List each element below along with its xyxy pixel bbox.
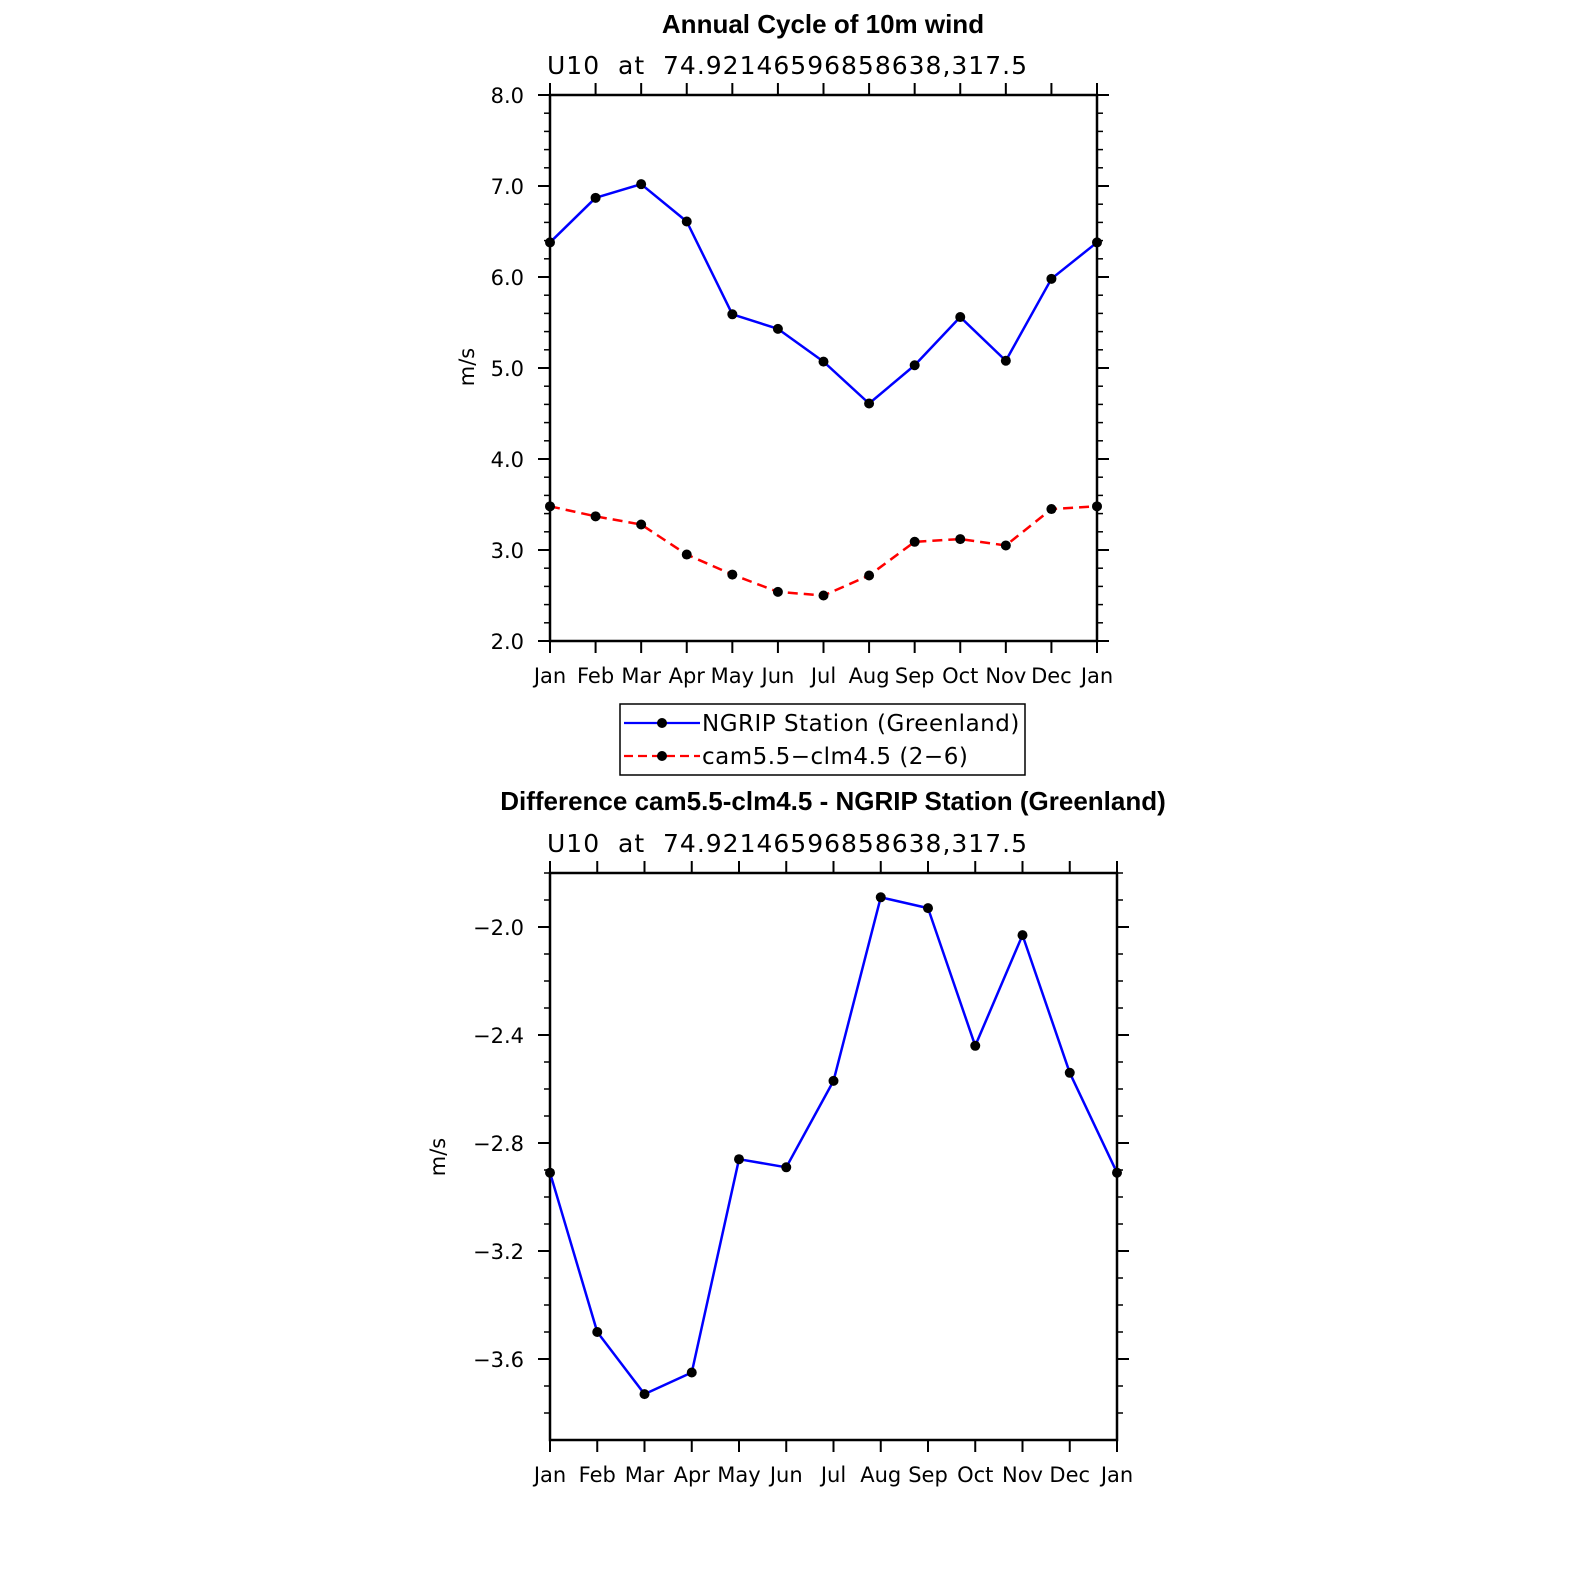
bottom-plot-area: −3.6 −3.2 −2.8 −2.4 −2.0 Jan Feb Mar Apr May Jun Ju… (473, 861, 1133, 1487)
x-tick-label: Jan (532, 1463, 566, 1487)
data-point (1092, 237, 1102, 248)
x-tick-label: Oct (957, 1463, 993, 1487)
data-point (636, 519, 647, 530)
legend-marker-cam (657, 751, 667, 761)
x-tick-label: Jan (1079, 664, 1113, 688)
x-tick-label: Dec (1031, 664, 1072, 688)
data-point (590, 511, 601, 522)
data-point (955, 534, 966, 545)
y-tick-label: 7.0 (491, 175, 524, 199)
data-point (909, 536, 920, 547)
legend-label-cam: cam5.5−clm4.5 (2−6) (702, 744, 968, 770)
x-tick-label: Feb (579, 1463, 616, 1487)
data-point (1064, 1067, 1075, 1078)
data-point (681, 216, 692, 227)
data-point (923, 903, 933, 914)
y-tick-label: 5.0 (491, 357, 524, 381)
data-point (1046, 273, 1057, 284)
x-tick-label: May (717, 1463, 760, 1487)
legend-marker-ngrip (657, 718, 667, 728)
x-tick-label: Feb (577, 664, 614, 688)
data-point (781, 1162, 792, 1173)
top-chart-title: Annual Cycle of 10m wind (662, 9, 984, 39)
data-point (734, 1154, 744, 1165)
x-tick-label: Jan (1099, 1463, 1133, 1487)
x-tick-label: Jun (768, 1463, 803, 1487)
y-tick-label: −2.0 (473, 916, 524, 940)
data-point (545, 237, 555, 248)
y-tick-label: −2.4 (473, 1024, 524, 1048)
x-tick-label: Nov (1002, 1463, 1043, 1487)
x-tick-label: Mar (621, 664, 661, 688)
x-tick-label: Oct (942, 664, 978, 688)
data-point (727, 569, 738, 580)
series-line-0 (549, 182, 1098, 405)
x-tick-label: Sep (895, 664, 935, 688)
x-tick-label: Jul (809, 664, 836, 688)
x-tick-label: Mar (625, 1463, 665, 1487)
data-point (970, 1040, 981, 1051)
data-point (639, 1389, 650, 1400)
y-tick-label: −3.2 (473, 1240, 524, 1264)
legend-label-ngrip: NGRIP Station (Greenland) (702, 711, 1020, 737)
y-tick-label: 4.0 (491, 448, 524, 472)
x-tick-label: May (711, 664, 754, 688)
top-plot-area: 2.0 3.0 4.0 5.0 6.0 7.0 8.0 Jan Feb Mar Apr May Jun J… (491, 83, 1113, 688)
data-point (772, 323, 783, 334)
data-point (1017, 930, 1028, 941)
x-tick-label: Jul (819, 1463, 846, 1487)
data-point (828, 1075, 839, 1086)
x-tick-label: Aug (860, 1463, 901, 1487)
y-tick-label: −2.8 (473, 1132, 524, 1156)
legend-box (619, 703, 1026, 776)
x-tick-label: Jan (532, 664, 566, 688)
data-point (592, 1327, 603, 1337)
data-point (772, 586, 783, 597)
data-point (1000, 540, 1011, 551)
plot-frame-0 (548, 93, 1099, 643)
data-point (686, 1367, 697, 1378)
data-point (590, 192, 601, 203)
data-point (1112, 1167, 1122, 1178)
data-point (1092, 501, 1102, 512)
data-point (727, 309, 738, 320)
x-tick-label: Apr (669, 664, 706, 688)
data-point (545, 1167, 555, 1178)
data-point (864, 398, 875, 409)
top-chart-legend: NGRIP Station (Greenland) cam5.5−clm4.5 … (619, 703, 1026, 776)
x-tick-label: Jun (760, 664, 795, 688)
top-chart-ylabel: m/s (455, 348, 479, 386)
y-tick-label: 8.0 (491, 84, 524, 108)
data-point (1000, 355, 1011, 366)
series-line-1 (549, 505, 1098, 597)
data-point (681, 549, 692, 560)
series-line-0 (548, 896, 1119, 1396)
data-point (636, 179, 647, 190)
bottom-chart-subtitle: U10 at 74.92146596858638,317.5 (547, 829, 1028, 858)
data-point (864, 570, 875, 581)
x-tick-label: Dec (1049, 1463, 1090, 1487)
data-point (1046, 504, 1057, 515)
x-tick-label: Sep (908, 1463, 948, 1487)
bottom-chart-title: Difference cam5.5-clm4.5 - NGRIP Station… (500, 786, 1166, 816)
plot-frame-1 (548, 871, 1119, 1442)
data-point (909, 360, 920, 371)
x-tick-label: Apr (674, 1463, 711, 1487)
y-tick-label: 2.0 (491, 630, 524, 654)
top-chart-subtitle: U10 at 74.92146596858638,317.5 (547, 51, 1028, 80)
data-point (818, 590, 829, 601)
bottom-chart-ylabel: m/s (426, 1138, 450, 1176)
y-tick-label: 3.0 (491, 539, 524, 563)
x-tick-label: Aug (849, 664, 890, 688)
data-point (818, 356, 829, 367)
data-point (875, 892, 886, 903)
y-tick-label: −3.6 (473, 1348, 524, 1372)
data-point (545, 501, 555, 512)
x-tick-label: Nov (985, 664, 1026, 688)
data-point (955, 312, 966, 323)
y-tick-label: 6.0 (491, 266, 524, 290)
